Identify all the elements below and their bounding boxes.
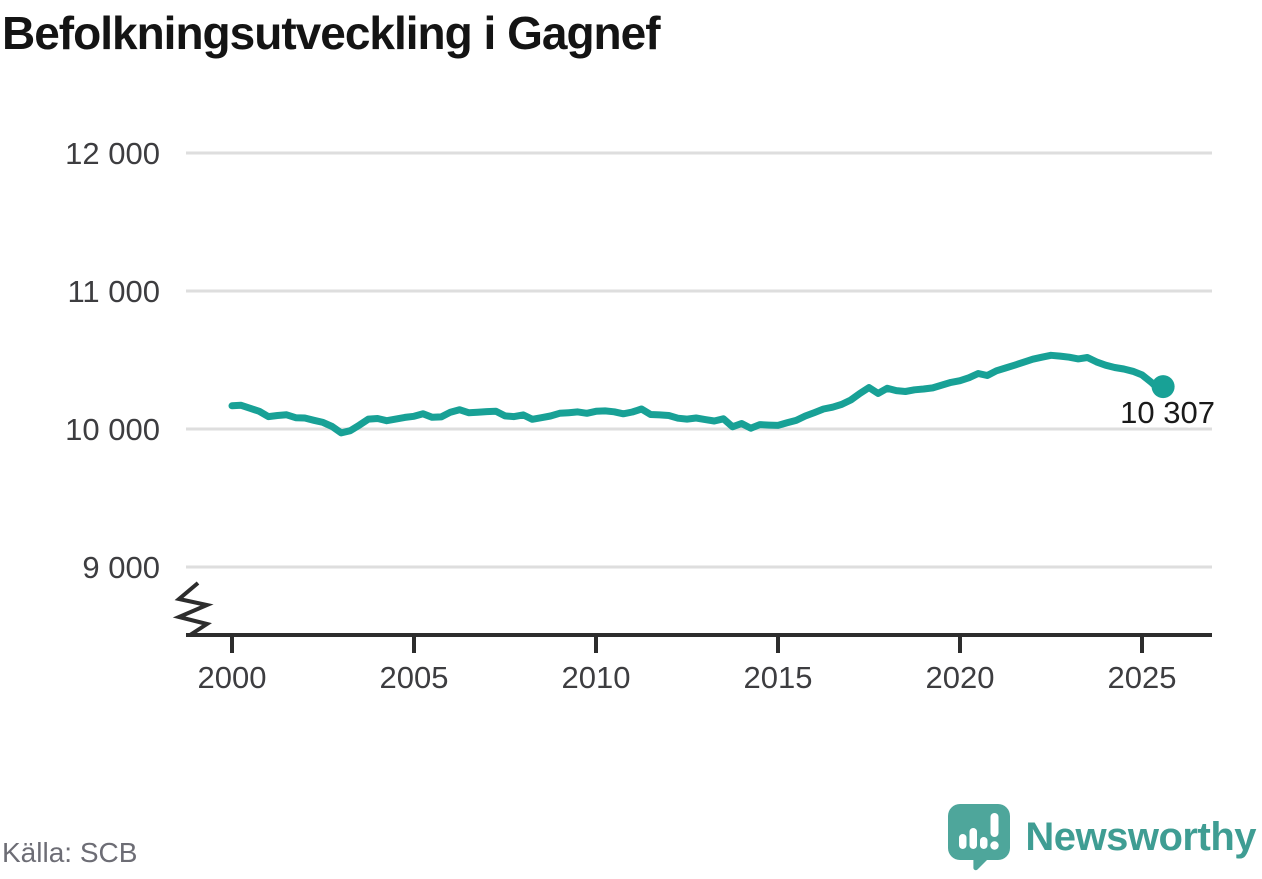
logo-exclamation-dot <box>990 841 1000 850</box>
x-tick-label-2015: 2015 <box>744 660 813 695</box>
x-tick-label-2005: 2005 <box>380 660 449 695</box>
latest-value-label: 10 307 <box>1120 395 1215 430</box>
newsworthy-speech-bubble-bar-chart-icon <box>948 804 1011 871</box>
x-tick-label-2025: 2025 <box>1108 660 1177 695</box>
source-note: Källa: SCB <box>2 837 138 868</box>
x-tick-label-2020: 2020 <box>926 660 995 695</box>
y-tick-label-12000: 12 000 <box>65 136 160 171</box>
newsworthy-logo: Newsworthy <box>947 803 1256 871</box>
x-tick-label-2010: 2010 <box>562 660 631 695</box>
y-tick-label-10000: 10 000 <box>65 412 160 447</box>
logo-bubble-shape <box>948 804 1011 871</box>
page-title: Befolkningsutveckling i Gagnef <box>2 7 661 59</box>
y-tick-label-11000: 11 000 <box>67 274 160 309</box>
logo-bar-3 <box>980 837 988 849</box>
logo-bar-2 <box>969 828 978 849</box>
logo-exclamation-stem <box>990 813 999 837</box>
y-axis-break-zigzag <box>172 581 214 637</box>
y-tick-label-9000: 9 000 <box>82 550 160 585</box>
x-tick-label-2000: 2000 <box>198 660 267 695</box>
latest-value-dot <box>1151 375 1175 399</box>
newsworthy-wordmark: Newsworthy <box>1025 814 1256 859</box>
population-line-series <box>228 351 1167 437</box>
logo-bar-1 <box>959 834 967 849</box>
